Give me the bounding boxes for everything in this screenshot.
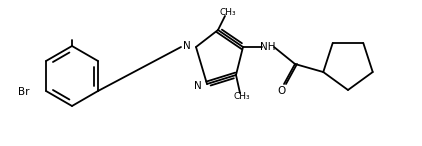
Text: NH: NH	[260, 42, 276, 52]
Text: CH₃: CH₃	[233, 92, 250, 101]
Text: N: N	[183, 41, 191, 51]
Text: CH₃: CH₃	[220, 8, 236, 17]
Text: N: N	[194, 81, 202, 91]
Text: Br: Br	[18, 87, 30, 97]
Text: O: O	[277, 86, 285, 96]
